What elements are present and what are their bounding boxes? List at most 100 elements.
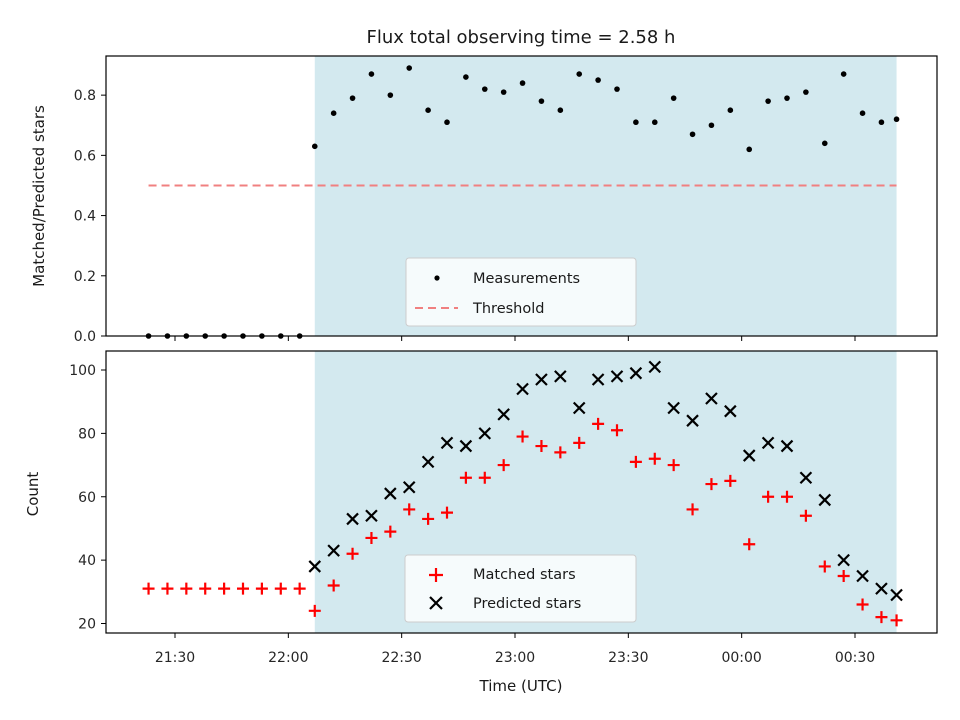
measurement-point: [893, 116, 900, 123]
matched-star-point: [781, 490, 793, 503]
predicted-star-point: [478, 427, 492, 440]
measurement-point: [406, 65, 413, 71]
matched-star-point: [554, 446, 567, 459]
matched-star-point: [837, 569, 850, 582]
matched-star-point: [199, 582, 212, 595]
measurement-point: [595, 77, 601, 83]
predicted-star-point: [780, 439, 794, 453]
matched-star-point: [856, 598, 869, 611]
measurement-point: [349, 95, 356, 101]
matched-star-point: [890, 614, 903, 627]
top-plot-frame: [105, 55, 938, 337]
top-y-axis-label: Matched/Predicted stars: [30, 105, 48, 287]
predicted-star-point: [497, 408, 510, 421]
matched-star-point: [346, 547, 359, 560]
bottom-x-ticks: 21:30 22:00 22:30 23:00 23:30 00:00 00:30: [155, 633, 875, 666]
predicted-star-point: [591, 373, 605, 386]
matched-star-point: [255, 582, 268, 595]
bottom-panel: 20 40 60 80 100 21:30 22:00 22:30 23:00 23:30 00:…: [24, 350, 938, 695]
predicted-star-point: [440, 436, 454, 450]
bottom-legend-box: [404, 554, 637, 623]
predicted-star-point: [535, 373, 548, 386]
matched-star-point: [478, 471, 491, 484]
matched-star-point: [384, 525, 397, 538]
matched-star-point: [365, 531, 378, 544]
predicted-star-point: [365, 509, 378, 523]
predicted-star-point: [327, 544, 340, 557]
matched-star-point: [648, 452, 661, 465]
measurement-point: [481, 86, 488, 92]
measurement-point: [425, 107, 431, 113]
measurement-point: [614, 86, 620, 92]
measurement-point: [519, 80, 526, 86]
predicted-star-point: [629, 366, 643, 380]
matched-star-point: [516, 430, 529, 443]
measurement-point: [708, 122, 715, 129]
measurement-point: [689, 131, 696, 138]
predicted-star-point: [837, 553, 850, 567]
matched-star-point: [686, 503, 699, 516]
predicted-star-point: [799, 471, 813, 485]
predicted-star-point: [818, 493, 832, 507]
measurement-point: [727, 107, 734, 113]
matched-star-point: [308, 604, 321, 617]
matched-star-point: [592, 417, 605, 430]
measurement-point: [500, 89, 507, 95]
measurement-point: [878, 119, 885, 126]
predicted-star-point: [667, 401, 680, 415]
matched-star-point: [327, 579, 340, 592]
matched-star-point: [799, 509, 812, 522]
predicted-star-point: [761, 436, 775, 450]
measurement-point: [784, 95, 790, 101]
legend-threshold-label: Threshold: [472, 301, 544, 317]
measurement-point: [859, 110, 866, 117]
bottom-plot-frame: [105, 350, 938, 634]
measurement-point: [330, 110, 337, 117]
matched-star-point: [743, 538, 756, 551]
matched-star-point: [274, 582, 287, 595]
legend-measurement-marker: [434, 275, 440, 281]
measurement-point: [557, 107, 564, 113]
top-y-ticks: 0.0 0.2 0.4 0.6 0.8: [74, 88, 106, 345]
matched-star-point: [218, 582, 231, 595]
predicted-star-point: [402, 480, 416, 494]
measurement-point: [821, 140, 828, 147]
measurement-point: [746, 146, 753, 153]
predicted-star-point: [346, 512, 359, 526]
legend-predicted-label: Predicted stars: [473, 596, 581, 612]
measurement-point: [803, 89, 809, 95]
matched-star-point: [705, 478, 718, 491]
top-panel: 0.00.20.40.60.8 Matched/Predicted stars …: [30, 55, 938, 345]
predicted-star-point: [554, 370, 567, 383]
predicted-star-point: [890, 588, 903, 602]
count-points: [142, 360, 903, 627]
legend-predicted-marker: [429, 596, 443, 610]
top-y-tick-label: 0.4: [74, 209, 96, 225]
matched-star-point: [762, 490, 775, 503]
x-tick-label: 22:30: [381, 650, 421, 666]
top-y-tick-label: 0.8: [74, 88, 96, 104]
x-tick-label: 23:30: [608, 650, 648, 666]
measurement-point: [840, 71, 847, 77]
matched-star-point: [441, 506, 453, 519]
predicted-star-point: [648, 360, 662, 374]
predicted-star-point: [572, 401, 586, 415]
bottom-y-tick-label: 40: [78, 553, 96, 569]
top-legend: Measurements Threshold: [405, 257, 637, 327]
matched-star-point: [403, 503, 416, 516]
top-y-tick-label: 0.2: [74, 269, 96, 285]
matched-star-point: [667, 459, 680, 472]
predicted-star-point: [459, 439, 473, 453]
matched-star-point: [573, 436, 586, 449]
top-y-tick-label: 0.6: [74, 148, 96, 164]
bottom-y-ticks: 20 40 60 80 100: [69, 363, 106, 632]
measurement-point: [765, 98, 771, 104]
measurement-point: [463, 74, 469, 80]
measurement-point: [576, 71, 583, 77]
legend-measurements-label: Measurements: [473, 271, 580, 287]
bottom-y-axis-label: Count: [24, 472, 42, 517]
bottom-y-tick-label: 100: [69, 363, 96, 379]
measurement-point: [311, 143, 318, 150]
measurement-point: [444, 119, 450, 126]
